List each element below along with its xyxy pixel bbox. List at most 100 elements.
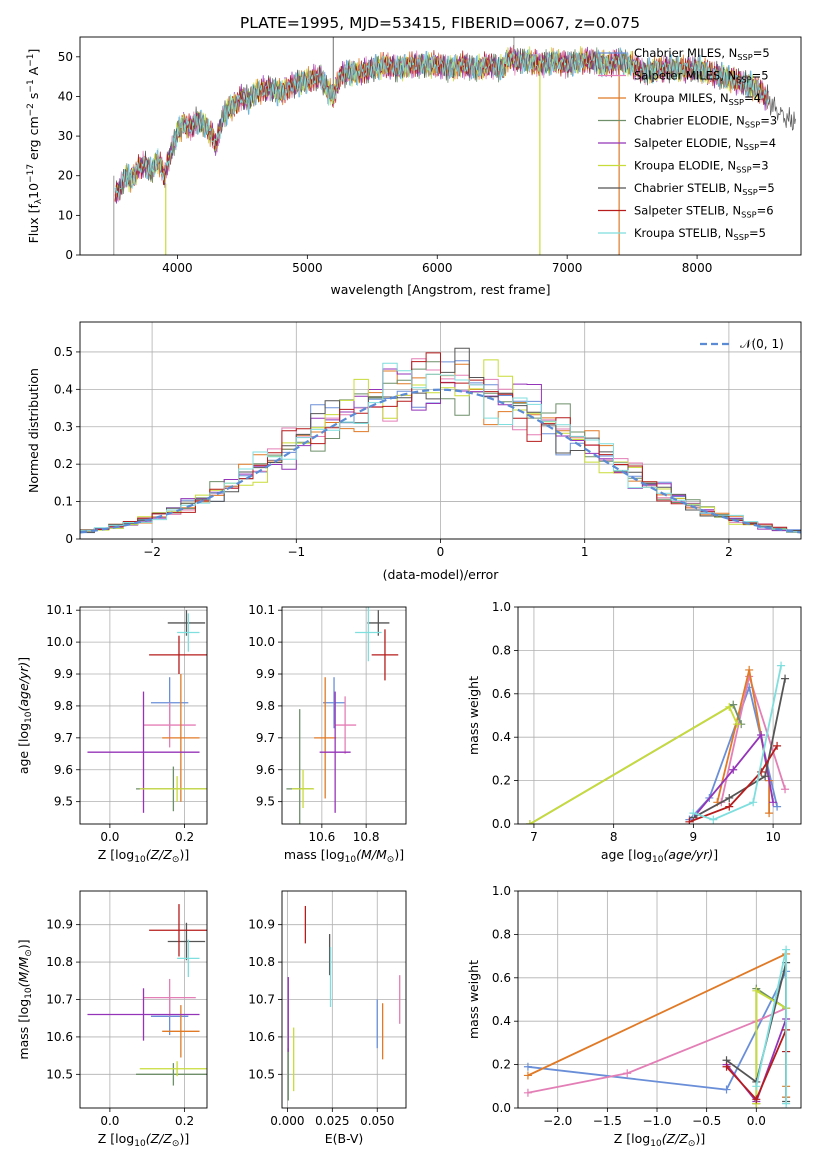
error-bars	[87, 904, 207, 1086]
weight-lines	[523, 945, 791, 1108]
legend-entry: Kroupa MILES, NSSP=4	[634, 91, 761, 107]
weight-marker	[709, 815, 718, 824]
weight-marker	[623, 1069, 632, 1078]
legend-entry-part: =4	[744, 91, 761, 105]
weight-marker	[752, 1095, 761, 1104]
y-axis-label-part: 10	[24, 987, 34, 999]
x-axis-label-part: 10	[650, 1139, 662, 1149]
y-tick-label: 0.2	[492, 774, 511, 788]
axes-frame	[79, 606, 208, 825]
x-tick-label: 6000	[422, 261, 453, 275]
x-axis-label-part: mass [log	[284, 847, 345, 862]
weight-marker	[781, 674, 790, 683]
y-tick-label: 0.2	[54, 457, 73, 471]
y-tick-label: 10.1	[46, 603, 73, 617]
legend-entry-part: Kroupa ELODIE, N	[634, 159, 736, 173]
x-axis-label: Z [log10(Z/Z⊙)]	[98, 1131, 189, 1149]
y-axis-label-part: −1	[26, 79, 36, 92]
y-axis-label-part: erg cm	[26, 116, 41, 164]
y-axis-label-part: age [log	[16, 723, 31, 774]
weight-lines	[525, 661, 790, 824]
weight-marker	[722, 1062, 731, 1071]
weight-marker	[773, 802, 782, 811]
legend-entry: Chabrier STELIB, NSSP=5	[634, 181, 775, 197]
y-tick-label: 0.0	[492, 817, 511, 831]
legend-entry-part: Chabrier STELIB, N	[634, 181, 742, 195]
y-tick-label: 9.9	[256, 667, 275, 681]
y-tick-label: 9.6	[54, 763, 73, 777]
x-tick-label: 0.050	[360, 1114, 394, 1128]
legend-entry-part: SSP	[736, 165, 751, 175]
weight-marker	[685, 817, 694, 824]
x-axis-label: mass [log10(M/M⊙)]	[284, 847, 404, 865]
x-axis-label-part: Z [log	[614, 1131, 650, 1146]
y-tick-label: 0.2	[492, 1058, 511, 1072]
axes-frame	[79, 321, 802, 540]
y-axis-label-part: (age/yr)	[16, 662, 31, 712]
y-tick-label: 9.7	[256, 731, 275, 745]
weight-marker	[752, 1082, 761, 1091]
weight-marker	[725, 802, 734, 811]
x-axis-label: Z [log10(Z/Z⊙)]	[614, 1131, 705, 1149]
y-tick-label: 10.8	[248, 955, 275, 969]
spectrum-model-line	[114, 48, 769, 200]
x-tick-label: −1	[287, 545, 305, 559]
legend-entry-part: Chabrier MILES, N	[634, 46, 737, 60]
y-tick-label: 0.3	[54, 420, 73, 434]
legend-entry: Chabrier MILES, NSSP=5	[634, 46, 770, 62]
axes-frame	[79, 890, 208, 1109]
x-axis-label: Z [log10(Z/Z⊙)]	[98, 847, 189, 865]
spectrum-lines	[113, 37, 796, 255]
y-tick-label: 50	[58, 50, 73, 64]
y-axis-label-part: s	[26, 93, 41, 104]
weight-marker	[752, 986, 761, 995]
weight-marker	[523, 1088, 532, 1097]
x-tick-label: 9	[690, 830, 698, 844]
y-tick-label: 1.0	[492, 600, 511, 614]
legend-entry-part: Salpeter MILES, N	[634, 69, 736, 83]
legend-entry-part: SSP	[734, 232, 749, 242]
x-tick-label: 2	[725, 545, 733, 559]
y-tick-label: 1.0	[492, 884, 511, 898]
legend-entry: Chabrier ELODIE, NSSP=3	[634, 114, 777, 130]
x-tick-label: 7000	[552, 261, 583, 275]
weight-line	[529, 705, 739, 824]
x-tick-label: 0.000	[270, 1114, 304, 1128]
weight-marker	[769, 798, 778, 807]
x-axis-label-part: (Z/Z	[146, 847, 173, 862]
legend-entry-part: =3	[752, 159, 769, 173]
y-tick-label: 9.6	[256, 763, 275, 777]
legend-entry-part: SSP	[742, 187, 757, 197]
weight-marker	[689, 809, 698, 818]
y-tick-label: 0	[65, 248, 73, 262]
y-tick-label: 10.6	[46, 1030, 73, 1044]
y-axis-label-part: 10	[26, 183, 41, 199]
weight-marker	[761, 772, 770, 781]
y-tick-label: 0	[65, 532, 73, 546]
x-axis-label-part: 10	[652, 855, 664, 865]
y-axis-label-part: λ	[34, 198, 44, 204]
mass-vs-metallicity-panel: 0.0 0.210.510.610.710.810.9Z [log10(Z/Z⊙)…	[16, 890, 208, 1149]
weight-marker	[729, 765, 738, 774]
y-axis-label: mass [log10(M/M⊙)]	[16, 939, 34, 1059]
x-tick-label: 0	[437, 545, 445, 559]
weight-line	[689, 745, 778, 823]
weight-marker	[523, 1062, 532, 1071]
weight-marker	[525, 820, 534, 824]
mass-vs-ebv-panel: 0.000 0.025 0.050 10.5 10.6 10.7 10.8 10.9 E(B-V…	[248, 890, 407, 1146]
spectrum-model-line	[114, 44, 769, 202]
y-tick-label: 10.5	[46, 1067, 73, 1081]
y-tick-label: 10.7	[248, 993, 275, 1007]
x-axis-label-part: 10	[345, 855, 357, 865]
y-axis-label-part: −17	[26, 164, 36, 183]
y-tick-label: 0.8	[492, 927, 511, 941]
x-tick-label: 0.0	[747, 1114, 766, 1128]
y-tick-label: 0.6	[492, 687, 511, 701]
legend-entry-part: =3	[760, 114, 777, 128]
y-tick-label: 0.4	[54, 382, 73, 396]
y-tick-label: 9.5	[256, 795, 275, 809]
legend-entry-part: =5	[753, 46, 770, 60]
legend-entry-part: Kroupa MILES, N	[634, 91, 729, 105]
